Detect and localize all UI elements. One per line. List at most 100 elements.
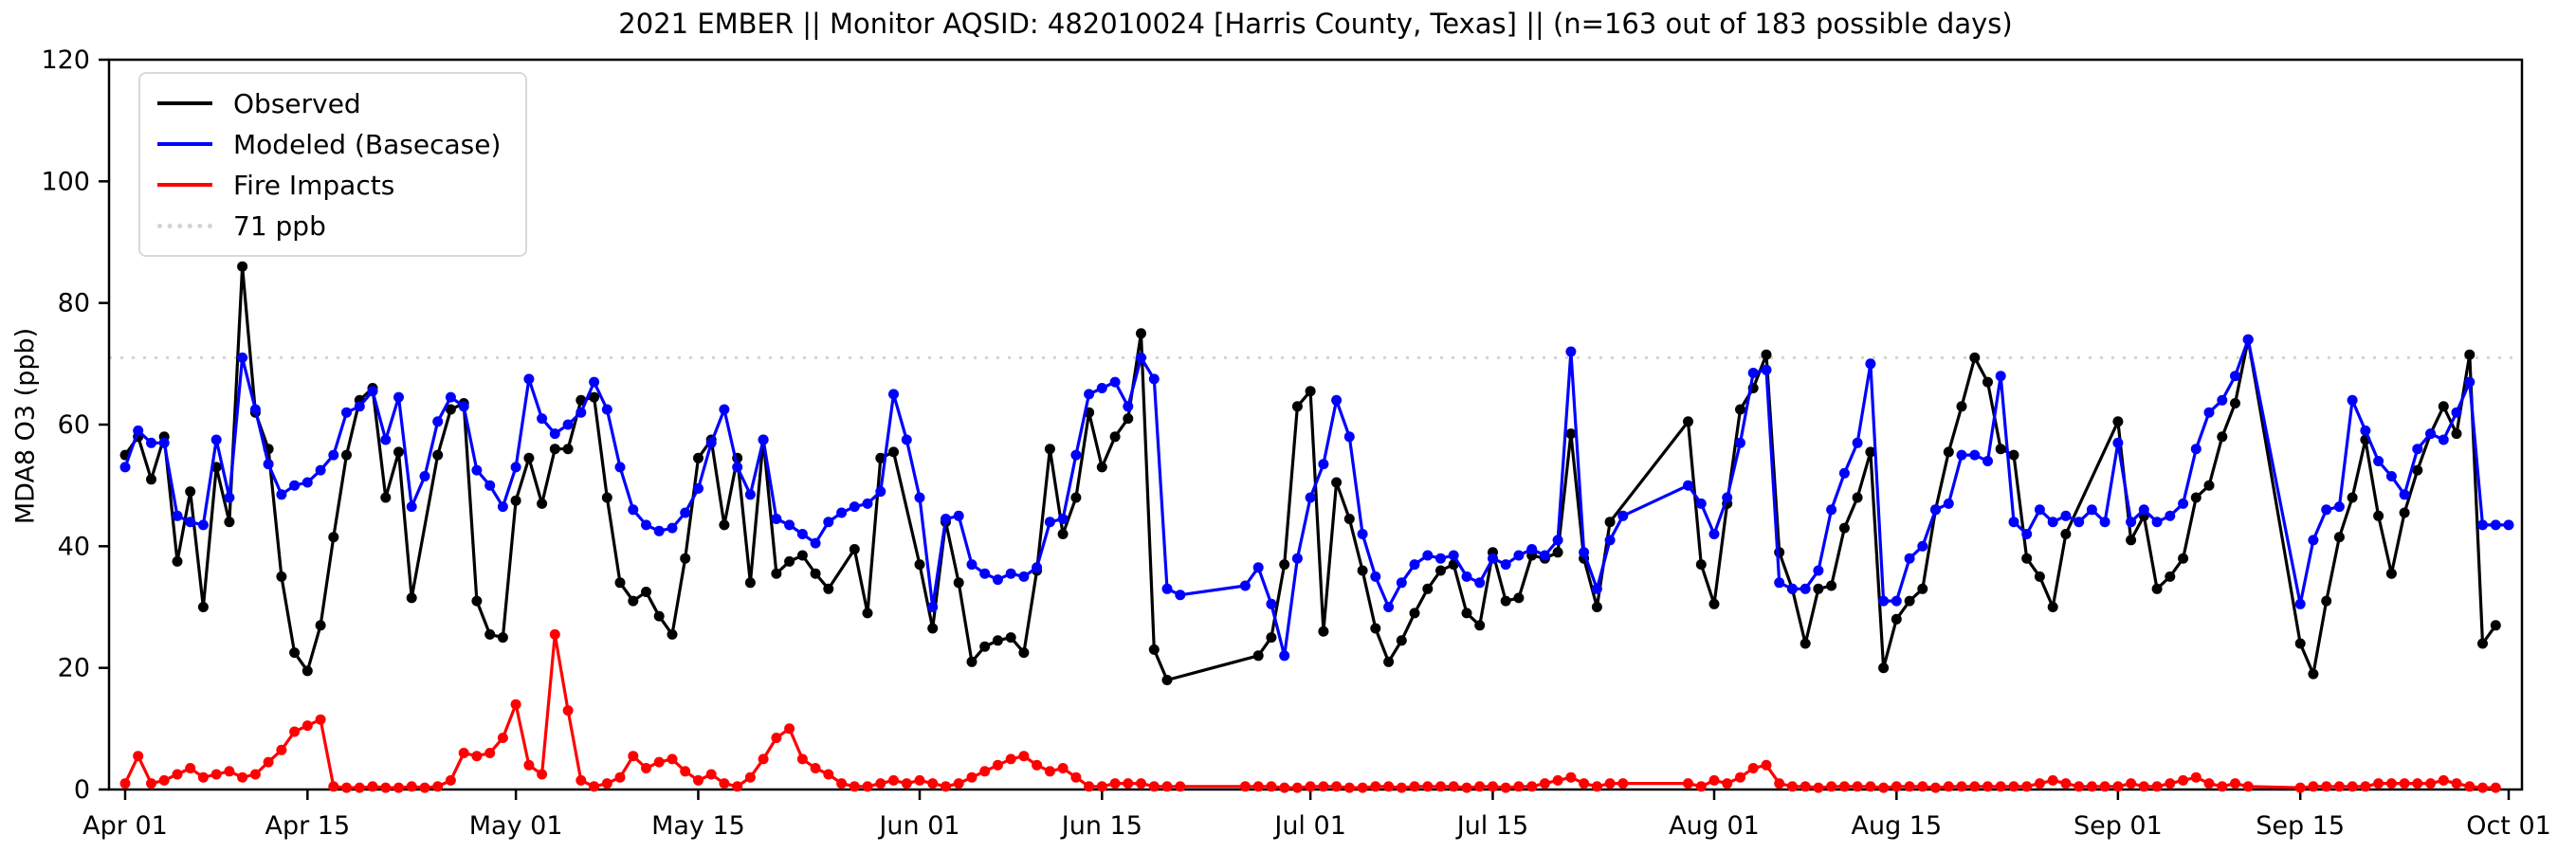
data-point-fire-impacts bbox=[614, 771, 626, 783]
data-point-observed bbox=[2308, 668, 2319, 680]
data-point-modeled-basecase bbox=[1005, 568, 1016, 579]
data-point-fire-impacts bbox=[2347, 781, 2358, 792]
x-tick-label: Aug 15 bbox=[1851, 811, 1942, 841]
data-point-modeled-basecase bbox=[1175, 590, 1186, 601]
data-point-fire-impacts bbox=[784, 723, 795, 735]
data-point-observed bbox=[1279, 559, 1290, 571]
data-point-observed bbox=[2217, 431, 2228, 443]
data-point-fire-impacts bbox=[484, 748, 496, 758]
data-point-observed bbox=[1161, 675, 1173, 685]
data-point-observed bbox=[2021, 553, 2033, 564]
data-point-observed bbox=[653, 610, 665, 622]
data-point-fire-impacts bbox=[2217, 781, 2228, 792]
data-point-modeled-basecase bbox=[1683, 480, 1693, 491]
data-point-observed bbox=[289, 647, 301, 659]
data-point-modeled-basecase bbox=[1735, 437, 1745, 448]
data-point-fire-impacts bbox=[1357, 782, 1368, 793]
data-point-observed bbox=[953, 577, 964, 589]
data-point-observed bbox=[1735, 404, 1745, 415]
data-point-observed bbox=[1461, 608, 1472, 619]
data-point-observed bbox=[197, 602, 209, 612]
data-point-fire-impacts bbox=[1461, 782, 1472, 793]
data-point-observed bbox=[1591, 602, 1602, 612]
data-point-modeled-basecase bbox=[1448, 550, 1459, 561]
data-point-modeled-basecase bbox=[1943, 498, 1954, 509]
data-point-modeled-basecase bbox=[888, 389, 899, 400]
data-point-fire-impacts bbox=[2425, 778, 2437, 789]
data-point-modeled-basecase bbox=[1474, 577, 1486, 589]
data-point-modeled-basecase bbox=[2086, 504, 2097, 516]
data-point-modeled-basecase bbox=[2425, 428, 2437, 440]
data-point-observed bbox=[2190, 492, 2201, 503]
data-point-observed bbox=[301, 665, 313, 677]
legend-label-threshold: 71 ppb bbox=[233, 209, 326, 242]
data-point-observed bbox=[784, 555, 795, 567]
data-point-modeled-basecase bbox=[2360, 425, 2371, 436]
data-point-fire-impacts bbox=[2178, 774, 2189, 786]
data-point-observed bbox=[1422, 583, 1434, 594]
data-point-modeled-basecase bbox=[393, 391, 404, 403]
data-point-fire-impacts bbox=[276, 744, 287, 755]
data-point-fire-impacts bbox=[367, 781, 378, 792]
data-point-fire-impacts bbox=[2412, 778, 2423, 789]
data-point-fire-impacts bbox=[1513, 781, 1525, 792]
data-point-fire-impacts bbox=[1708, 774, 1720, 786]
data-point-modeled-basecase bbox=[680, 507, 691, 518]
data-point-fire-impacts bbox=[146, 778, 156, 789]
data-point-observed bbox=[471, 595, 483, 607]
data-point-observed bbox=[1800, 638, 1811, 649]
data-point-modeled-basecase bbox=[732, 462, 743, 473]
data-point-modeled-basecase bbox=[301, 477, 313, 488]
data-point-fire-impacts bbox=[523, 759, 535, 771]
data-point-observed bbox=[2047, 602, 2058, 612]
data-point-fire-impacts bbox=[1279, 782, 1290, 793]
data-point-observed bbox=[1409, 608, 1420, 619]
data-point-fire-impacts bbox=[237, 771, 248, 783]
data-point-modeled-basecase bbox=[2074, 517, 2085, 528]
data-point-modeled-basecase bbox=[2242, 334, 2254, 345]
data-point-modeled-basecase bbox=[458, 401, 469, 412]
data-point-fire-impacts bbox=[575, 774, 587, 786]
data-point-modeled-basecase bbox=[927, 602, 939, 612]
data-point-fire-impacts bbox=[2165, 778, 2176, 789]
data-point-fire-impacts bbox=[1044, 766, 1055, 777]
data-point-observed bbox=[523, 452, 535, 463]
data-point-modeled-basecase bbox=[224, 492, 235, 503]
data-point-fire-impacts bbox=[2074, 781, 2085, 792]
data-point-fire-impacts bbox=[249, 769, 261, 780]
data-point-modeled-basecase bbox=[2451, 407, 2462, 418]
data-point-modeled-basecase bbox=[1786, 583, 1798, 594]
data-point-observed bbox=[484, 628, 496, 640]
data-point-modeled-basecase bbox=[419, 471, 430, 481]
fire-line-sample bbox=[157, 183, 212, 187]
threshold-line-sample bbox=[157, 223, 212, 228]
data-point-observed bbox=[992, 635, 1003, 646]
data-point-observed bbox=[497, 632, 508, 644]
data-point-fire-impacts bbox=[628, 751, 639, 762]
data-point-fire-impacts bbox=[771, 733, 782, 743]
data-point-observed bbox=[2399, 507, 2410, 518]
data-point-observed bbox=[1136, 328, 1146, 339]
x-tick-label: Sep 01 bbox=[2074, 811, 2163, 841]
data-point-fire-impacts bbox=[2399, 778, 2410, 789]
data-point-observed bbox=[2451, 428, 2462, 440]
data-point-modeled-basecase bbox=[2034, 504, 2045, 516]
data-point-fire-impacts bbox=[1396, 782, 1407, 793]
data-point-modeled-basecase bbox=[1904, 553, 1915, 564]
data-point-observed bbox=[1474, 620, 1486, 631]
data-point-observed bbox=[1005, 632, 1016, 644]
data-point-modeled-basecase bbox=[992, 574, 1003, 586]
data-point-modeled-basecase bbox=[1096, 383, 1107, 393]
data-point-observed bbox=[1044, 444, 1055, 455]
data-point-fire-impacts bbox=[2047, 774, 2058, 786]
data-point-modeled-basecase bbox=[575, 407, 587, 418]
data-point-fire-impacts bbox=[953, 778, 964, 789]
data-point-fire-impacts bbox=[301, 720, 313, 732]
data-point-observed bbox=[445, 404, 456, 415]
data-point-observed bbox=[1891, 613, 1902, 625]
data-point-observed bbox=[862, 608, 873, 619]
data-point-fire-impacts bbox=[562, 705, 574, 717]
x-tick-label: Apr 01 bbox=[82, 811, 168, 841]
data-point-observed bbox=[2060, 529, 2072, 539]
legend-box: Observed Modeled (Basecase) Fire Impacts… bbox=[138, 72, 528, 257]
